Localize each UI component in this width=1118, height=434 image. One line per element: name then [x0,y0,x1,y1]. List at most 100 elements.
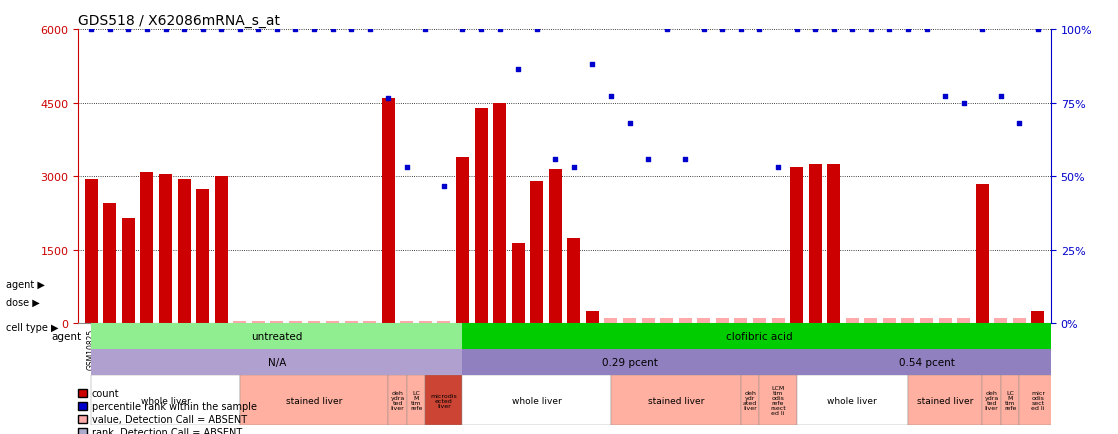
Point [620,120,638,127]
Point [230,27,248,34]
Point [83,27,101,34]
Bar [790,167,803,324]
Bar [456,158,468,324]
Bar [141,172,153,324]
Bar [735,319,748,324]
Point [695,27,713,34]
Bar [326,321,339,324]
Point [584,61,601,68]
Point [361,27,379,34]
Text: 0.54 pcent: 0.54 pcent [899,357,955,367]
Text: stained liver: stained liver [917,396,974,404]
Bar [288,321,302,324]
Point [342,27,360,34]
Text: rank, Detection Call = ABSENT: rank, Detection Call = ABSENT [92,427,241,434]
Bar [754,319,766,324]
Point [435,183,453,190]
Bar [419,321,432,324]
Bar [846,319,859,324]
Bar [92,375,239,425]
Point [843,27,861,34]
Bar [642,319,655,324]
Bar [234,321,246,324]
Bar [425,375,463,425]
Point [713,27,731,34]
Bar [239,375,388,425]
Bar [1013,319,1026,324]
Bar [1020,375,1057,425]
Bar [883,319,896,324]
Text: clofibric acid: clofibric acid [727,332,793,342]
Text: N/A: N/A [267,357,286,367]
Bar [178,179,190,324]
Text: dose ▶: dose ▶ [6,297,39,306]
Text: stained liver: stained liver [647,396,704,404]
Bar [381,99,395,324]
Bar [983,375,1001,425]
Point [992,93,1010,100]
Point [472,27,490,34]
Point [676,156,694,163]
Bar [400,321,414,324]
Text: percentile rank within the sample: percentile rank within the sample [92,401,257,411]
Bar [939,319,951,324]
Text: LC
M
tim
refe: LC M tim refe [1004,390,1016,410]
Text: deh
ydra
ted
liver: deh ydra ted liver [984,390,998,410]
Point [750,27,768,34]
Bar [388,375,407,425]
Bar [252,321,265,324]
Bar [92,324,463,349]
Bar [827,165,841,324]
Bar [908,375,983,425]
Point [101,27,119,34]
Point [1011,120,1029,127]
Point [603,93,620,100]
Bar [463,375,612,425]
Bar [698,319,710,324]
Point [286,27,304,34]
Bar [530,182,543,324]
Point [193,27,211,34]
Point [249,27,267,34]
Text: 0.29 pcent: 0.29 pcent [601,357,657,367]
Bar [122,219,135,324]
Point [806,27,824,34]
Point [491,27,509,34]
Point [547,156,565,163]
Bar [549,170,562,324]
Bar [85,179,97,324]
Bar [463,324,1057,349]
Bar [512,243,524,324]
Point [639,156,657,163]
Bar [159,174,172,324]
Bar [994,319,1007,324]
Text: microdis
ected
liver: microdis ected liver [430,393,457,408]
Point [769,164,787,171]
Bar [344,321,358,324]
Point [454,27,472,34]
Bar [716,319,729,324]
Point [862,27,880,34]
Bar [797,375,908,425]
Text: LCM
tim
odis
refe
rsect
ed li: LCM tim odis refe rsect ed li [770,385,786,415]
Point [212,27,230,34]
Point [528,27,546,34]
Bar [463,349,797,375]
Point [305,27,323,34]
Bar [797,349,1057,375]
Bar [437,321,451,324]
Bar [1001,375,1020,425]
Bar [1032,311,1044,324]
Point [788,27,806,34]
Bar [567,238,580,324]
Bar [407,375,425,425]
Text: agent: agent [51,332,82,342]
Point [379,95,397,102]
Text: deh
ydra
ted
liver: deh ydra ted liver [390,390,405,410]
Text: stained liver: stained liver [286,396,342,404]
Text: value, Detection Call = ABSENT: value, Detection Call = ABSENT [92,414,247,424]
Point [899,27,917,34]
Point [825,27,843,34]
Bar [474,108,487,324]
Bar [661,319,673,324]
